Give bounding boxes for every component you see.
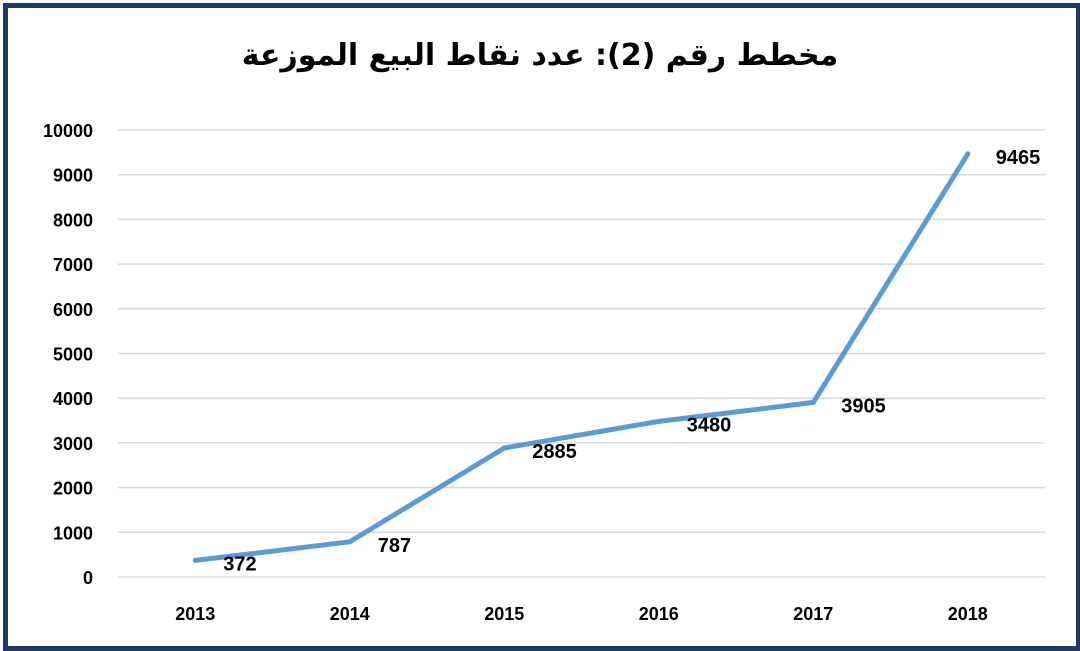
data-point — [810, 399, 816, 405]
data-label: 3905 — [841, 395, 886, 417]
y-tick-label: 4000 — [53, 389, 93, 409]
y-axis: 0 1000 2000 3000 4000 5000 6000 7000 8000 9000 100… — [43, 121, 93, 588]
y-tick-label: 7000 — [53, 255, 93, 275]
series-line-path — [192, 151, 971, 563]
y-tick-label: 10000 — [43, 121, 93, 141]
data-point — [501, 445, 507, 451]
gridlines — [118, 129, 1045, 578]
y-tick-label: 5000 — [53, 345, 93, 365]
x-tick-label: 2013 — [175, 604, 215, 624]
data-point — [347, 539, 353, 545]
data-labels: 372 787 2885 3480 3905 9465 — [223, 147, 1040, 575]
data-label: 9465 — [996, 147, 1041, 169]
y-tick-label: 6000 — [53, 300, 93, 320]
x-axis: 2013 2014 2015 2016 2017 2018 — [175, 604, 988, 624]
y-tick-label: 0 — [83, 568, 93, 588]
data-label: 3480 — [687, 414, 732, 436]
data-label: 372 — [223, 553, 256, 575]
y-tick-label: 1000 — [53, 523, 93, 543]
x-tick-label: 2016 — [639, 604, 679, 624]
y-tick-label: 2000 — [53, 479, 93, 499]
x-tick-label: 2014 — [330, 604, 370, 624]
data-point — [965, 151, 971, 157]
data-point — [656, 418, 662, 424]
series-line — [192, 151, 971, 563]
y-tick-label: 9000 — [53, 166, 93, 186]
y-tick-label: 3000 — [53, 434, 93, 454]
x-tick-label: 2017 — [793, 604, 833, 624]
chart-title: مخطط رقم (2): عدد نقاط البيع الموزعة — [241, 38, 839, 73]
y-tick-label: 8000 — [53, 210, 93, 230]
data-point — [192, 557, 198, 563]
chart-frame — [3, 3, 1080, 651]
data-label: 787 — [378, 535, 411, 557]
x-tick-label: 2018 — [948, 604, 988, 624]
x-tick-label: 2015 — [484, 604, 524, 624]
data-label: 2885 — [532, 441, 577, 463]
